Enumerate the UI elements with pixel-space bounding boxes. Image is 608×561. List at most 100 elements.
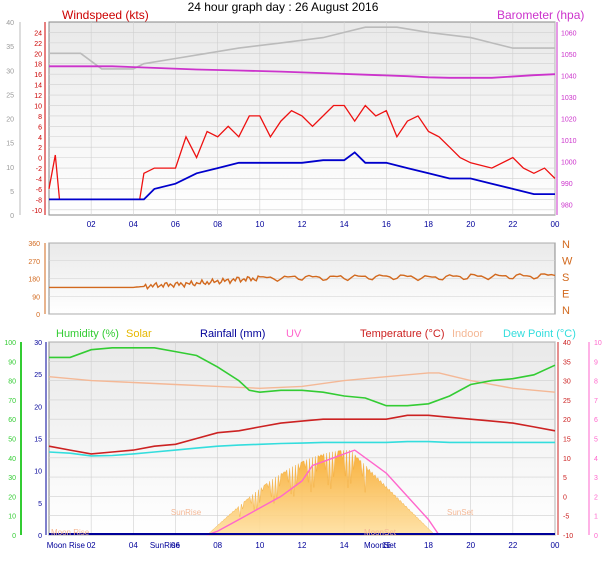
direction-tick-label: 180: [28, 277, 40, 284]
wind-x-tick-label: 06: [171, 220, 180, 229]
barometer-tick-label: 1000: [561, 159, 577, 166]
uv-tick-label: 1: [594, 514, 598, 521]
barometer-tick-label: 1020: [561, 117, 577, 124]
direction-tick-label: 90: [32, 294, 40, 301]
direction-tick-label: 360: [28, 241, 40, 248]
compass-label: W: [562, 256, 573, 268]
windspeed-tick-label: 2: [38, 145, 42, 152]
temperature-series: [48, 346, 556, 536]
uv-tick-label: 9: [594, 359, 598, 366]
temperature-tick-label: -5: [563, 514, 569, 521]
temperature-x-tick-label: 00: [551, 541, 560, 550]
sun-moon-events: Moon Rise SunRise SunSet MoonSet: [51, 508, 474, 537]
temperature-tick-label: 35: [563, 359, 571, 366]
direction-line: [49, 273, 556, 290]
wind-outer-ticks: 0 5 10 15 20 25 30 35 40: [6, 20, 21, 220]
uv-tick-label: 3: [594, 475, 598, 482]
barometer-tick-label: 1060: [561, 31, 577, 38]
windspeed-axis-title: Windspeed (kts): [62, 8, 149, 22]
temperature-x-tick-label: 20: [466, 541, 475, 550]
compass-label: E: [562, 289, 569, 301]
temperature-line: [48, 414, 556, 455]
windspeed-tick-label: 20: [34, 51, 42, 58]
rainfall-tick-label: 15: [34, 437, 42, 444]
temperature-x-tick-label: 16: [382, 541, 391, 550]
temperature-tick-label: 25: [563, 398, 571, 405]
windspeed-tick-label: 0: [38, 156, 42, 163]
uv-tick-label: 6: [594, 417, 598, 424]
indoor-line: [48, 372, 556, 393]
sunset-marker-label: SunSet: [447, 508, 474, 517]
temperature-ticks: -10 -5 0 5 10 15 20 25 30 35 40: [557, 340, 573, 540]
compass-label: N: [562, 305, 570, 317]
humidity-tick-label: 10: [8, 514, 16, 521]
windspeed-tick-label: -8: [36, 197, 42, 204]
rainfall-tick-label: 5: [38, 501, 42, 508]
barometer-line: [49, 65, 556, 79]
legend-entry: Temperature (°C): [360, 328, 444, 340]
legend-entry: Humidity (%): [56, 328, 119, 340]
legend-entry: Dew Point (°C): [503, 328, 576, 340]
wind-x-tick-label: 18: [424, 220, 433, 229]
barometer-tick-label: 1010: [561, 138, 577, 145]
wind-x-tick-label: 16: [382, 220, 391, 229]
wind-x-tick-label: 10: [255, 220, 264, 229]
rainfall-tick-label: 25: [34, 372, 42, 379]
wind_gust-line: [48, 104, 556, 201]
temperature-x-tick-label: 22: [508, 541, 517, 550]
temperature-tick-label: 15: [563, 437, 571, 444]
wind-barometer-panel: Windspeed (kts) Barometer (hpa) 05101520…: [6, 8, 584, 229]
humidity-tick-label: 70: [8, 398, 16, 405]
uv-line: [206, 449, 440, 536]
windspeed-tick-label: 6: [38, 124, 42, 131]
barometer-tick-label: 1040: [561, 74, 577, 81]
direction-tick-label: 0: [36, 312, 40, 319]
outer-tick-label: 20: [6, 117, 14, 124]
uv-tick-label: 8: [594, 379, 598, 386]
wind-x-tick-label: 12: [298, 220, 307, 229]
temperature-x-ticks: 02 04 06 08 10 12 14 16 18 20 22 00 Moon Rise SunRise…: [47, 541, 560, 550]
temperature-tick-label: 30: [563, 379, 571, 386]
temperature-x-tick-label: 04: [129, 541, 138, 550]
windspeed-tick-label: 22: [34, 41, 42, 48]
moonrise-axis-label: Moon Rise: [47, 541, 86, 550]
compass-label: S: [562, 272, 569, 284]
direction-tick-label: 270: [28, 259, 40, 266]
wind-x-ticks: 02 04 06 08 10 12 14 16 18 20 22 00: [87, 220, 560, 229]
outer-tick-label: 35: [6, 44, 14, 51]
windspeed-tick-label: -2: [36, 166, 42, 173]
direction-grid: [49, 242, 555, 315]
windspeed-tick-label: 18: [34, 62, 42, 69]
rainfall-tick-label: 30: [34, 340, 42, 347]
direction-series: [49, 273, 556, 290]
temperature-x-tick-label: 18: [424, 541, 433, 550]
outer-tick-label: 25: [6, 92, 14, 99]
wind-x-tick-label: 14: [340, 220, 349, 229]
legend-entry: Solar: [126, 328, 152, 340]
solar-area: [206, 450, 436, 536]
humidity-tick-label: 50: [8, 437, 16, 444]
wind-x-tick-label: 20: [466, 220, 475, 229]
moonset-axis-label: MoonSet: [364, 541, 397, 550]
barometer-tick-label: 990: [561, 181, 573, 188]
rainfall-tick-label: 0: [38, 533, 42, 540]
rainfall-ticks: 0 5 10 15 20 25 30: [34, 340, 47, 540]
outer-tick-label: 0: [10, 213, 14, 220]
humidity-tick-label: 100: [4, 340, 16, 347]
humidity-tick-label: 30: [8, 475, 16, 482]
outer-tick-label: 40: [6, 20, 14, 27]
uv-ticks: 0 1 2 3 4 5 6 7 8 9 10: [588, 340, 602, 540]
wind-x-tick-label: 02: [87, 220, 96, 229]
outer-tick-label: 15: [6, 141, 14, 148]
humidity-tick-label: 60: [8, 417, 16, 424]
windspeed-tick-label: -4: [36, 176, 42, 183]
windspeed-tick-label: 10: [34, 103, 42, 110]
wind-x-tick-label: 08: [213, 220, 222, 229]
humidity-line: [49, 346, 556, 407]
windspeed-tick-label: 14: [34, 83, 42, 90]
uv-tick-label: 0: [594, 533, 598, 540]
temperature-x-tick-label: 02: [87, 541, 96, 550]
legend-entry: UV: [286, 328, 302, 340]
